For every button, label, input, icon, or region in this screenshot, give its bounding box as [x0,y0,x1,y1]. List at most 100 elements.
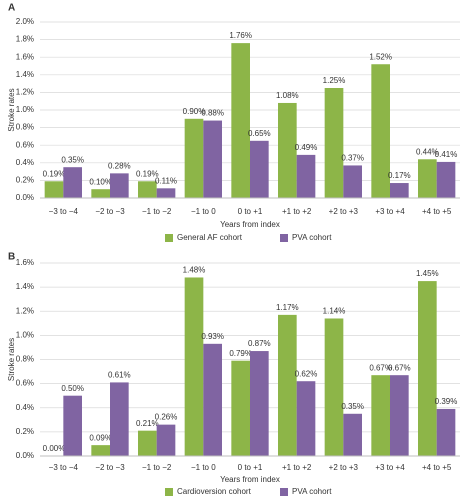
legend-label: Cardioversion cohort [177,487,252,496]
data-label: 0.26% [155,413,178,422]
bar [324,88,344,198]
data-label: 0.67% [388,363,411,372]
bar [63,395,82,456]
data-label: 0.90% [183,107,206,116]
data-label: 0.35% [61,155,84,164]
bar [231,360,250,456]
y-tick-label: 1.2% [16,88,34,97]
panel-label: A [8,3,15,14]
bar [203,120,222,198]
bar [343,413,362,456]
data-label: 0.39% [435,397,458,406]
data-label: 1.48% [183,266,206,275]
data-label: 0.44% [416,147,439,156]
legend-swatch [280,488,288,496]
bar [371,64,390,199]
data-label: 0.87% [248,339,271,348]
x-axis-title: Years from index [220,220,280,229]
data-label: 0.28% [108,161,131,170]
legend-label: PVA cohort [292,233,332,242]
bar [418,159,437,198]
bar [324,318,344,456]
y-tick-label: 0.6% [16,379,34,388]
y-tick-label: 1.4% [16,282,34,291]
bar [436,161,456,198]
y-tick-label: 0.4% [16,403,34,412]
data-label: 1.17% [276,303,299,312]
data-label: 0.00% [43,444,66,453]
legend-swatch [165,488,173,496]
y-tick-label: 0.6% [16,140,34,149]
data-label: 1.52% [369,52,392,61]
bar [296,154,316,198]
y-tick-label: 1.4% [16,70,34,79]
x-tick-label: +1 to +2 [282,207,312,216]
bar [231,43,250,199]
y-tick-label: 0.8% [16,355,34,364]
x-tick-label: −2 to −3 [95,463,125,472]
bar [390,375,409,456]
bar [44,181,64,198]
bar [138,181,157,198]
legend-swatch [165,234,173,242]
x-tick-label: −1 to −2 [142,207,172,216]
data-label: 0.93% [201,332,224,341]
y-tick-label: 0.2% [16,427,34,436]
data-label: 0.09% [89,433,112,442]
legend-label: PVA cohort [292,487,332,496]
data-label: 1.25% [323,76,346,85]
bar [371,375,390,456]
data-label: 0.50% [61,384,84,393]
x-axis-title: Years from index [220,475,280,484]
data-label: 0.67% [369,363,392,372]
y-tick-label: 1.0% [16,330,34,339]
data-label: 0.19% [43,169,66,178]
x-tick-label: +4 to +5 [422,207,452,216]
data-label: 0.62% [295,369,318,378]
x-tick-label: 0 to +1 [238,207,263,216]
y-tick-label: 0.8% [16,123,34,132]
x-tick-label: −1 to 0 [191,463,216,472]
legend-swatch [280,234,288,242]
data-label: 1.08% [276,91,299,100]
bar [91,445,110,456]
bar [250,351,269,456]
x-tick-label: +1 to +2 [282,463,312,472]
panel-label: B [8,252,15,263]
bar [110,173,129,198]
bar [156,424,176,456]
legend-label: General AF cohort [177,233,243,242]
y-tick-label: 0.0% [16,451,34,460]
bar [250,140,269,198]
data-label: 1.45% [416,269,439,278]
y-tick-label: 1.8% [16,35,34,44]
x-tick-label: −3 to −4 [49,207,79,216]
y-tick-label: 2.0% [16,17,34,26]
data-label: 1.14% [323,307,346,316]
x-tick-label: 0 to +1 [238,463,263,472]
x-tick-label: +2 to +3 [329,463,359,472]
bar [184,118,204,198]
data-label: 0.65% [248,129,271,138]
x-tick-label: −1 to −2 [142,463,172,472]
bar [390,183,409,198]
data-label: 0.41% [435,150,458,159]
data-label: 0.49% [295,143,318,152]
bar [436,408,456,456]
bar [343,165,362,198]
data-label: 0.19% [136,169,159,178]
y-axis-title: Stroke rates [7,88,16,131]
y-tick-label: 0.2% [16,176,34,185]
bar [278,102,297,198]
data-label: 0.61% [108,371,131,380]
bar [138,430,157,456]
bar [156,188,176,198]
x-tick-label: +3 to +4 [375,207,405,216]
bar [110,382,129,456]
bar [184,277,204,456]
y-tick-label: 1.6% [16,258,34,267]
y-tick-label: 1.0% [16,105,34,114]
data-label: 0.79% [229,349,252,358]
bar [278,314,297,456]
